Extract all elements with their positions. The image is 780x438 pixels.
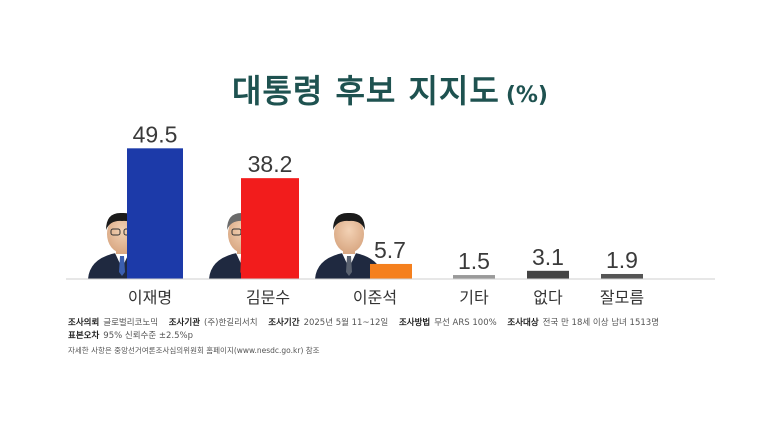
survey-meta-line-1: 조사의뢰 글로벌리코노믹 조사기관 (주)한길리서치 조사기간 2025년 5월 11… (68, 316, 667, 328)
value-label-4: 1.5 (458, 248, 490, 274)
chart-unit: (%) (505, 83, 548, 108)
category-label-1: 이재명 (128, 288, 172, 307)
meta-agency-label: 조사기관 (168, 318, 201, 328)
value-label-6: 1.9 (606, 247, 638, 273)
category-label-2: 김문수 (246, 288, 290, 307)
chart-title-block: 대통령 후보 지지도 (%) (0, 66, 780, 112)
candidate-photo-3 (315, 212, 383, 279)
meta-error-label: 표본오차 (68, 331, 100, 341)
meta-period-label: 조사기간 (268, 318, 300, 328)
category-label-4: 기타 (459, 288, 489, 307)
source-note: 자세한 사항은 중앙선거여론조사심의위원회 홈페이지(www.nesdc.go.… (68, 346, 320, 355)
chart-title: 대통령 후보 지지도 (232, 72, 500, 110)
meta-method: 무선 ARS 100% (434, 318, 497, 328)
value-label-3: 5.7 (374, 237, 406, 263)
meta-agency: (주)한길리서치 (204, 318, 258, 328)
meta-target: 전국 만 18세 이상 남녀 1513명 (542, 318, 660, 328)
meta-method-label: 조사방법 (398, 318, 431, 328)
value-label-1: 49.5 (133, 121, 178, 147)
category-label-5: 없다 (533, 288, 563, 307)
bar-5 (527, 270, 569, 279)
category-label-6: 잘모름 (600, 288, 644, 307)
meta-client: 글로벌리코노믹 (103, 318, 159, 328)
bar-6 (601, 273, 643, 279)
category-label-3: 이준석 (353, 288, 397, 307)
bar-3 (370, 263, 412, 279)
meta-period: 2025년 5월 11~12일 (303, 318, 389, 328)
value-label-2: 38.2 (248, 151, 293, 177)
bar-2 (241, 178, 299, 279)
bar-1 (127, 148, 183, 279)
survey-meta-line-2: 표본오차 95% 신뢰수준 ±2.5%p (68, 329, 201, 341)
value-label-5: 3.1 (532, 244, 564, 270)
meta-target-label: 조사대상 (507, 318, 539, 328)
meta-error: 95% 신뢰수준 ±2.5%p (103, 331, 193, 341)
meta-client-label: 조사의뢰 (68, 318, 100, 328)
bar-4 (453, 275, 495, 279)
